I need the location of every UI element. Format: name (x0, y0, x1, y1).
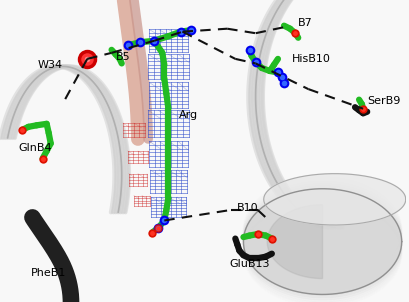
Polygon shape (267, 205, 323, 278)
Text: B10: B10 (237, 203, 259, 214)
Polygon shape (243, 192, 402, 298)
Polygon shape (243, 194, 402, 300)
Text: GlnB4: GlnB4 (18, 143, 52, 153)
Polygon shape (243, 189, 402, 294)
Text: SerB9: SerB9 (367, 96, 400, 106)
Text: Arg: Arg (178, 110, 198, 120)
Polygon shape (264, 174, 406, 225)
Polygon shape (243, 196, 402, 302)
Text: B7: B7 (298, 18, 313, 28)
Text: GluB13: GluB13 (229, 259, 270, 269)
Text: PheB1: PheB1 (30, 268, 66, 278)
Polygon shape (243, 190, 402, 296)
Polygon shape (243, 188, 402, 293)
Text: HisB10: HisB10 (292, 54, 331, 64)
Text: B5: B5 (116, 52, 130, 62)
Polygon shape (243, 181, 402, 287)
Polygon shape (243, 183, 402, 289)
Polygon shape (243, 185, 402, 291)
Text: W34: W34 (38, 60, 63, 70)
